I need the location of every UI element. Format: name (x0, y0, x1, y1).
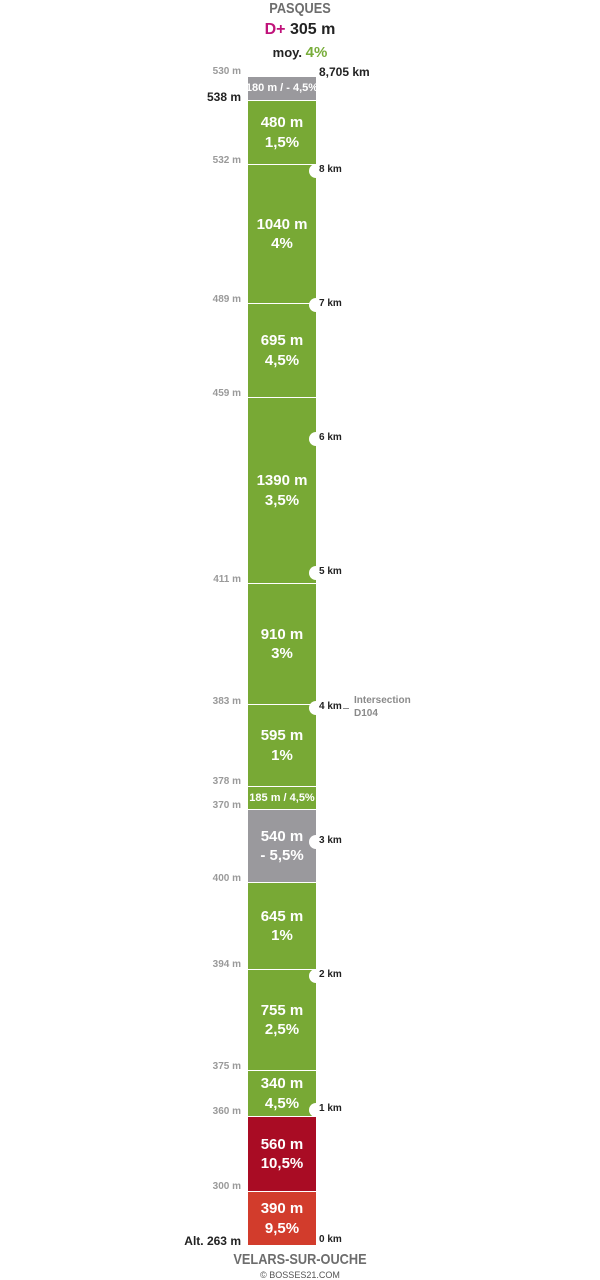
altitude-label: 378 m (212, 776, 241, 787)
altitude-label: 360 m (212, 1106, 241, 1117)
segment-grade: 9,5% (264, 1219, 300, 1237)
altitude-label: 532 m (212, 155, 241, 166)
km-notch (309, 1103, 323, 1117)
altitude-label: 375 m (212, 1061, 241, 1072)
altitude-label: 394 m (212, 959, 241, 970)
segment-grade: 2,5% (264, 1021, 300, 1038)
km-notch (309, 298, 323, 312)
segment: 480 m 1,5% (248, 101, 316, 165)
segment-length: 480 m (260, 114, 304, 131)
annotation-line-2: D104 (354, 708, 378, 719)
segment: 910 m 3% (248, 584, 316, 705)
segment-length: 910 m (260, 625, 304, 643)
summit-name: PASQUES (269, 0, 331, 17)
altitude-label: 530 m (212, 66, 241, 77)
km-marker: 2 km (319, 969, 342, 980)
segment: 340 m 4,5% (248, 1071, 316, 1117)
altitude-label: 370 m (212, 800, 241, 811)
segment-length: 390 m (260, 1200, 304, 1217)
segment-length: 180 m / - 4,5% (245, 82, 319, 95)
segment-length: 595 m (260, 727, 304, 744)
segment-grade: 4% (271, 235, 293, 252)
elevation-gain-value: 305 m (289, 21, 336, 38)
credit: © BOSSES21.COM (260, 1270, 340, 1280)
altitude-label: 411 m (213, 574, 241, 585)
segment-grade: - 5,5% (260, 847, 304, 864)
km-notch (309, 566, 323, 580)
annotation-line-1: Intersection (354, 695, 411, 706)
segment: 695 m 4,5% (248, 304, 316, 398)
segment-length: 340 m (260, 1075, 304, 1092)
segment-grade: 4,5% (264, 1094, 300, 1112)
annotation-dash (343, 708, 349, 709)
segment: 645 m 1% (248, 883, 316, 970)
segment-grade: 1% (271, 746, 293, 764)
segment-length: 1040 m (256, 215, 308, 233)
segment-grade: 3,5% (264, 491, 300, 509)
km-notch (309, 432, 323, 446)
altitude-label: 400 m (212, 873, 241, 884)
segment: 560 m 10,5% (248, 1117, 316, 1192)
km-marker: 7 km (319, 298, 342, 309)
elevation-gain-label: D+ (264, 21, 286, 38)
segment-grade: 1,5% (264, 133, 300, 151)
km-notch (309, 835, 323, 849)
segment-length: 755 m (260, 1001, 304, 1019)
segment: 540 m - 5,5% (248, 810, 316, 883)
segment-length: 1390 m (256, 472, 308, 489)
altitude-label: 300 m (212, 1181, 241, 1192)
elevation-gain: D+ 305 m (0, 21, 600, 39)
average-grade-value: 4% (305, 44, 328, 61)
altitude-label: 489 m (212, 294, 241, 305)
km-marker: 8,705 km (319, 65, 370, 79)
annotation-intersection: Intersection D104 (354, 694, 411, 720)
segment-grade: 10,5% (260, 1155, 304, 1172)
segment: 595 m 1% (248, 705, 316, 787)
km-marker: 6 km (319, 432, 342, 443)
segment: 755 m 2,5% (248, 970, 316, 1071)
km-marker: 1 km (319, 1103, 342, 1114)
segment-grade: 4,5% (264, 351, 300, 369)
altitude-label: 538 m (206, 90, 241, 104)
segment: 185 m / 4,5% (248, 787, 316, 810)
segment-grade: 3% (271, 645, 293, 662)
segment-length: 540 m (260, 827, 304, 845)
segment-grade: 1% (271, 927, 293, 944)
start-name: VELARS-SUR-OUCHE (233, 1251, 367, 1268)
altitude-label: Alt. 263 m (184, 1234, 241, 1248)
km-marker: 8 km (319, 164, 342, 175)
km-notch (309, 701, 323, 715)
segment: 180 m / - 4,5% (245, 77, 319, 101)
altitude-label: 459 m (212, 388, 241, 399)
km-marker: 0 km (319, 1234, 342, 1245)
segment-length: 185 m / 4,5% (249, 791, 315, 804)
segment-length: 695 m (260, 332, 304, 349)
km-notch (309, 164, 323, 178)
km-marker: 5 km (319, 566, 342, 577)
km-marker: 3 km (319, 835, 342, 846)
segment: 1040 m 4% (248, 165, 316, 304)
km-notch (309, 969, 323, 983)
segment-length: 560 m (260, 1135, 304, 1153)
km-marker: 4 km (319, 701, 342, 712)
segment-length: 645 m (260, 907, 304, 925)
average-grade: moy. 4% (0, 44, 600, 61)
segment: 390 m 9,5% (248, 1192, 316, 1246)
altitude-label: 383 m (212, 696, 241, 707)
average-grade-label: moy. (272, 45, 303, 60)
segment: 1390 m 3,5% (248, 398, 316, 584)
